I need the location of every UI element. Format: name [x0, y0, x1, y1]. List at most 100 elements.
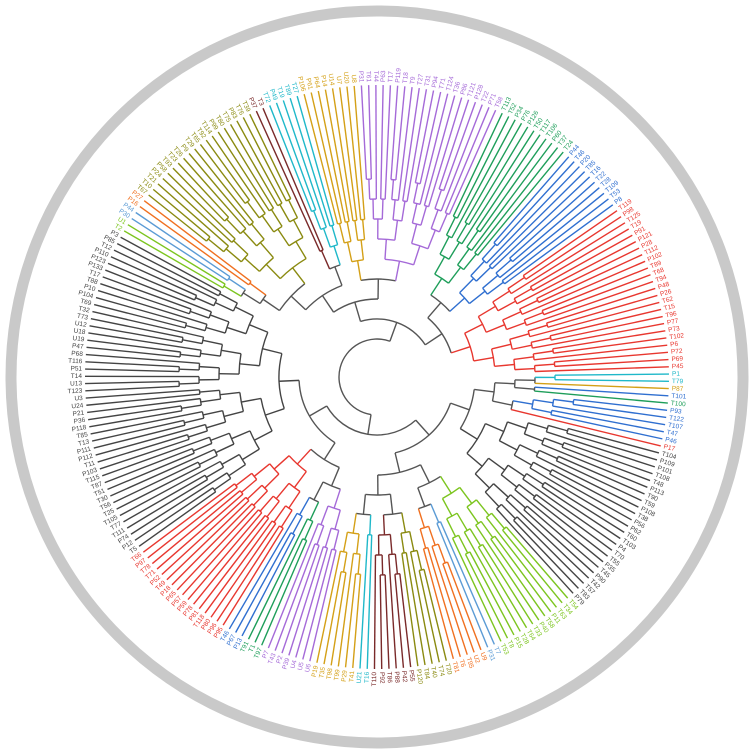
leaf-label: T107: [667, 422, 683, 431]
branch: [110, 256, 197, 297]
branch: [123, 230, 224, 289]
branch: [342, 552, 348, 573]
leaf-label: P92: [378, 672, 385, 684]
leaf-label: P8: [613, 195, 624, 206]
branch: [530, 228, 630, 288]
branch: [312, 210, 322, 230]
leaf-label: T28: [519, 632, 531, 646]
branch: [382, 514, 386, 535]
leaf-label: T18: [402, 71, 410, 83]
leaf-label: P56: [632, 519, 646, 531]
branch: [266, 500, 280, 518]
branch: [459, 277, 475, 294]
branch: [486, 281, 504, 295]
branch: [473, 356, 494, 362]
branch: [505, 526, 569, 599]
branch: [231, 430, 251, 440]
branch: [505, 499, 590, 579]
branch: [551, 468, 636, 515]
branch: [261, 540, 308, 646]
branch: [446, 518, 457, 538]
branch: [535, 493, 613, 551]
branch: [104, 447, 193, 484]
branch: [442, 563, 475, 653]
branch: [401, 512, 407, 533]
branch: [246, 201, 260, 219]
branch: [344, 573, 357, 668]
branch: [299, 496, 311, 516]
leaf-label: U2: [472, 654, 481, 665]
leaf-label: P3: [109, 229, 120, 239]
branch: [97, 434, 188, 463]
leaf-label: U9: [479, 652, 489, 663]
branch: [533, 350, 554, 355]
leaf-label: T35: [318, 666, 327, 679]
branch: [415, 419, 430, 436]
branch: [475, 499, 490, 516]
branch: [91, 419, 184, 442]
branch: [451, 537, 502, 642]
branch: [493, 483, 509, 498]
branch: [113, 249, 217, 301]
branch: [450, 346, 471, 354]
leaf-label: P21: [72, 410, 85, 418]
branch: [573, 398, 668, 411]
branch: [362, 494, 367, 515]
branch: [541, 485, 621, 540]
leaf-label: P68: [71, 350, 83, 358]
leaf-label: U7: [335, 76, 343, 86]
branch: [419, 464, 431, 483]
branch: [177, 162, 230, 218]
branch-arc: [326, 405, 417, 436]
branch: [411, 203, 418, 224]
branch: [211, 135, 266, 214]
branch: [295, 547, 329, 658]
branch: [538, 254, 643, 304]
leaf-label: T25: [102, 507, 115, 518]
branch: [367, 85, 373, 180]
leaf-label: T43: [267, 652, 278, 665]
branch: [529, 301, 660, 338]
branch: [259, 242, 274, 259]
branch: [531, 407, 552, 414]
branch: [221, 453, 240, 465]
branch: [474, 388, 495, 393]
leaf-label: T13: [78, 438, 91, 447]
branch: [288, 546, 324, 656]
branch: [93, 303, 186, 329]
leaf-label: P106: [296, 76, 307, 93]
branch: [87, 397, 201, 414]
leaf-label: T59: [643, 499, 656, 510]
leaf-label: T121: [466, 81, 477, 98]
branch: [490, 538, 546, 617]
leaf-label: P15: [512, 636, 524, 650]
branch: [391, 179, 395, 200]
branch: [142, 483, 235, 553]
branch: [419, 91, 442, 184]
branch: [534, 382, 669, 390]
leaf-label: P111: [76, 446, 92, 456]
branch: [479, 138, 547, 233]
leaf-label: P128: [473, 84, 485, 101]
leaf-label: T1: [248, 643, 258, 653]
branch: [202, 339, 223, 346]
branch: [225, 248, 242, 263]
branch: [534, 386, 669, 397]
leaf-label: T15: [663, 303, 676, 312]
branch: [181, 404, 202, 410]
branch: [420, 205, 428, 226]
branch: [419, 528, 427, 549]
branch: [519, 299, 538, 310]
branch: [384, 85, 392, 200]
branch: [518, 483, 536, 498]
branch: [296, 95, 335, 226]
branch: [466, 506, 479, 524]
branch: [261, 215, 275, 233]
leaf-label: T108: [654, 472, 671, 484]
branch: [143, 200, 252, 283]
leaf-label: T98: [326, 667, 335, 680]
branch: [401, 553, 419, 667]
branch: [546, 431, 656, 468]
leaf-label: P94: [431, 75, 440, 88]
branch: [484, 491, 500, 508]
